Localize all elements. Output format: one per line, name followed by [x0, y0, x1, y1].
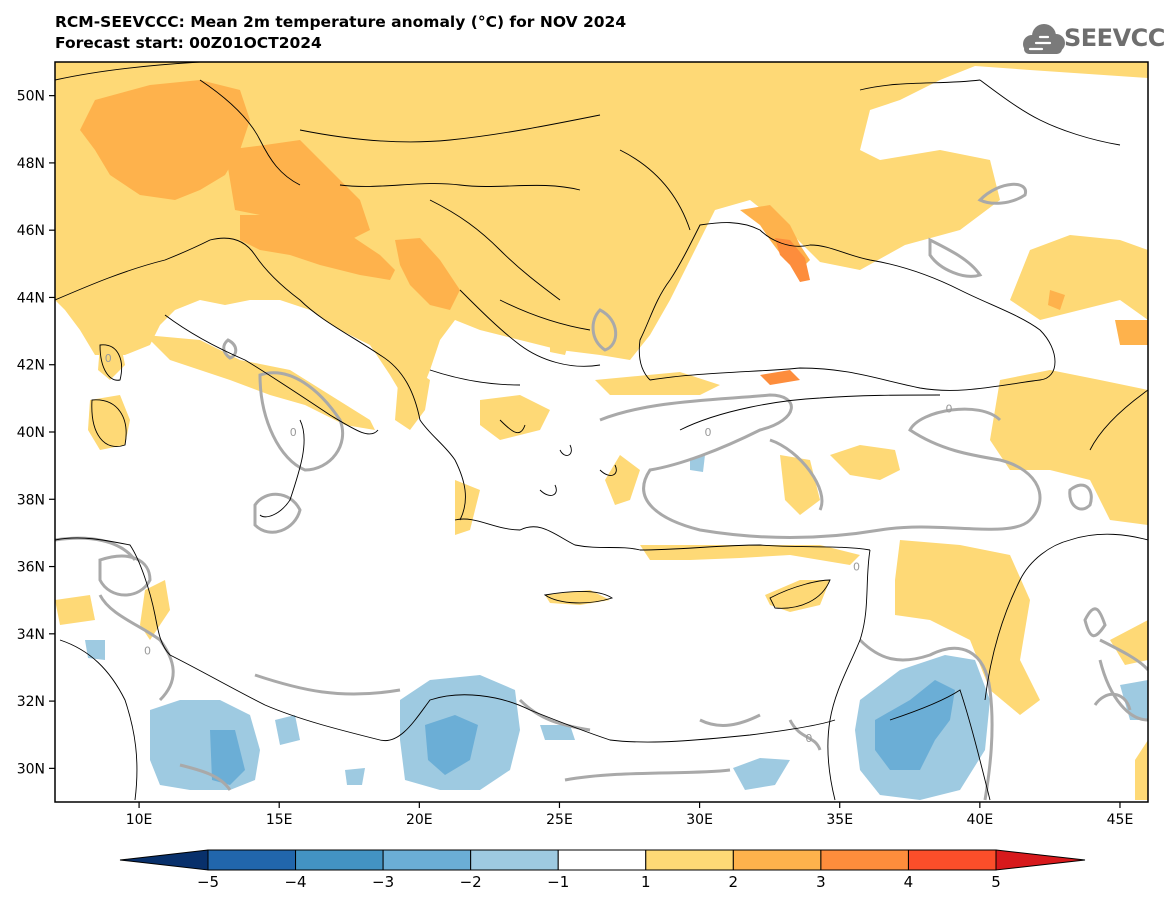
colorbar-segment [557, 849, 647, 871]
map-field [55, 62, 1148, 801]
colorbar-segment [907, 849, 997, 871]
logo-text: SEEVCCC [1064, 24, 1165, 52]
colorbar-label: −2 [460, 873, 482, 891]
colorbar-segment [207, 849, 297, 871]
colorbar-segment [295, 849, 384, 871]
y-tick-label: 42N [17, 358, 45, 374]
forecast-start: Forecast start: 00Z01OCT2024 [55, 34, 322, 52]
y-axis: 50N 48N 46N 44N 42N 40N 38N 36N 34N 32N 30N [17, 89, 55, 777]
y-tick-label: 34N [17, 627, 45, 643]
x-tick-label: 20E [406, 812, 433, 828]
colorbar: −5 −4 −3 −2 −1 1 2 3 4 5 [119, 849, 1086, 891]
coastlines [55, 62, 1148, 801]
colorbar-label: −3 [372, 873, 394, 891]
cloud-logo-icon [1023, 24, 1065, 54]
colorbar-label: −4 [284, 873, 306, 891]
y-tick-label: 50N [17, 89, 45, 105]
map-title: RCM-SEEVCCC: Mean 2m temperature anomaly… [55, 13, 627, 31]
y-tick-label: 32N [17, 694, 45, 710]
colorbar-label: −1 [547, 873, 569, 891]
x-tick-label: 10E [126, 812, 153, 828]
contour-label: 0 [144, 645, 151, 658]
colorbar-under-arrow [119, 849, 209, 871]
x-tick-label: 30E [686, 812, 713, 828]
colorbar-label: 1 [641, 873, 651, 891]
colorbar-label: 5 [991, 873, 1001, 891]
y-tick-label: 44N [17, 290, 45, 306]
y-tick-label: 38N [17, 492, 45, 508]
contour-label: 0 [704, 426, 711, 439]
colorbar-label: 3 [816, 873, 826, 891]
contour-label: 0 [946, 402, 953, 415]
colorbar-segment [382, 849, 472, 871]
x-tick-label: 45E [1107, 812, 1134, 828]
colorbar-segment [820, 849, 909, 871]
x-axis: 10E 15E 20E 25E 30E 35E 40E 45E [126, 802, 1134, 828]
y-tick-label: 46N [17, 223, 45, 239]
y-tick-label: 36N [17, 560, 45, 576]
contour-label: 0 [853, 561, 860, 574]
x-tick-label: 15E [266, 812, 293, 828]
zero-contour-labels: 0 0 0 0 0 0 0 [105, 352, 953, 745]
anomaly-minus2-minus3-areas [210, 680, 955, 785]
colorbar-segment [732, 849, 822, 871]
colorbar-segment [470, 849, 559, 871]
y-tick-label: 30N [17, 761, 45, 777]
zero-contours [55, 182, 1148, 801]
colorbar-label: 4 [904, 873, 914, 891]
contour-label: 0 [805, 732, 812, 745]
colorbar-segment [645, 849, 734, 871]
x-tick-label: 35E [826, 812, 853, 828]
anomaly-3-4-areas [760, 238, 810, 385]
x-tick-label: 40E [967, 812, 994, 828]
colorbar-label: −5 [197, 873, 219, 891]
x-tick-label: 25E [546, 812, 573, 828]
contour-label: 0 [290, 426, 297, 439]
y-tick-label: 48N [17, 156, 45, 172]
contour-label: 0 [105, 352, 112, 365]
colorbar-over-arrow [995, 849, 1086, 871]
colorbar-label: 2 [729, 873, 739, 891]
y-tick-label: 40N [17, 425, 45, 441]
